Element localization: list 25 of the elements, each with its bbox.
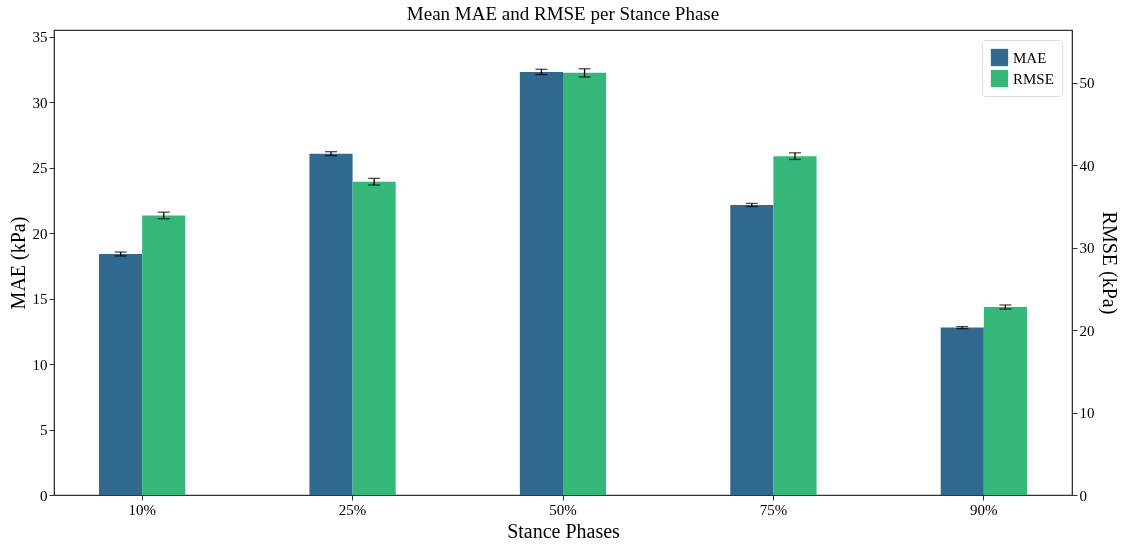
y-tick-label: 0 (40, 487, 48, 504)
legend-label: RMSE (1013, 70, 1054, 87)
y2-tick-label: 40 (1079, 157, 1095, 174)
x-tick-label: 90% (970, 501, 998, 518)
x-tick-label: 25% (338, 501, 367, 518)
y2-tick-label: 10 (1079, 405, 1095, 422)
x-axis-title: Stance Phases (507, 519, 621, 542)
chart-title: Mean MAE and RMSE per Stance Phase (406, 2, 720, 24)
y-tick-label: 25 (32, 160, 48, 177)
y-tick-label: 15 (32, 291, 48, 308)
y-axis-title: MAE (kPa) (6, 216, 30, 310)
y-tick-label: 35 (32, 29, 48, 46)
legend-label: MAE (1013, 49, 1047, 66)
y-tick-label: 30 (32, 94, 48, 111)
y-tick-label: 5 (40, 422, 48, 439)
y2-tick-label: 50 (1079, 75, 1095, 92)
y-tick-label: 10 (32, 356, 48, 373)
y2-axis-title: RMSE (kPa) (1097, 211, 1121, 315)
y2-tick-label: 30 (1079, 240, 1095, 257)
y2-tick-label: 20 (1079, 322, 1095, 339)
x-tick-label: 75% (759, 501, 788, 518)
y-tick-label: 20 (32, 225, 48, 242)
x-tick-label: 50% (549, 501, 577, 518)
x-tick-label: 10% (128, 501, 156, 518)
y2-tick-label: 0 (1079, 487, 1087, 504)
